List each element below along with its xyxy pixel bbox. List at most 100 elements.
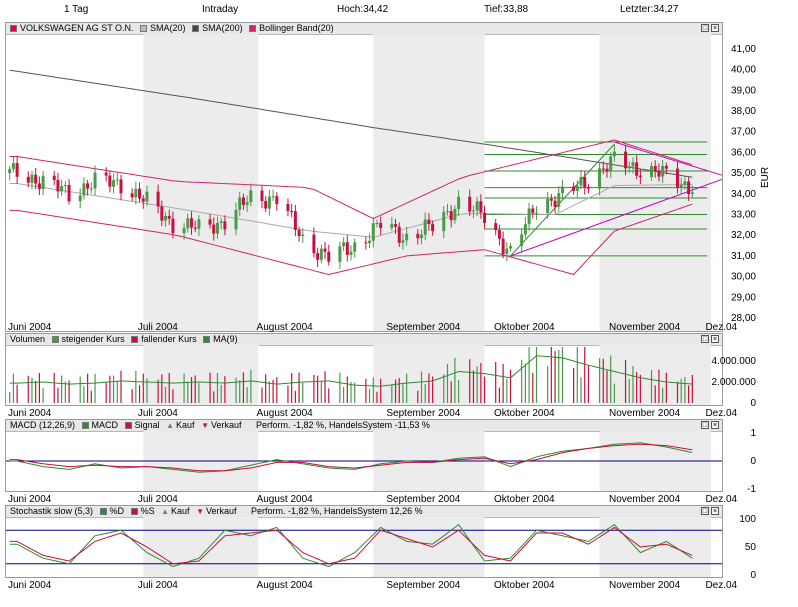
price-y-tick: 33,00 — [731, 210, 756, 221]
mode-label[interactable]: Intraday — [202, 4, 239, 15]
candle-body — [664, 165, 668, 169]
maximize-icon[interactable]: □ — [701, 421, 709, 429]
price-y-tick: 29,00 — [731, 292, 756, 303]
legend-label-volume: Volumen — [10, 334, 46, 344]
legend-swatch — [131, 336, 139, 343]
x-axis-label: September 2004 — [386, 494, 460, 505]
x-axis-label: Juli 2004 — [138, 322, 178, 333]
month-shade — [599, 517, 711, 577]
legend-item-signal[interactable]: Signal — [124, 420, 160, 431]
macd-y-tick: 1 — [750, 428, 756, 439]
maximize-icon[interactable]: □ — [701, 335, 709, 343]
candle-body — [338, 246, 342, 262]
candle-body — [86, 183, 90, 189]
legend-item-falling[interactable]: fallender Kurs — [131, 334, 197, 345]
candle-body — [130, 193, 134, 198]
close-icon[interactable]: × — [711, 335, 719, 343]
candle-body — [609, 156, 613, 172]
x-axis-label: Dez.04 — [705, 580, 737, 591]
x-axis-label: September 2004 — [386, 408, 460, 419]
legend-label-bollinger: Bollinger Band(20) — [259, 23, 334, 33]
candle-body — [93, 172, 97, 189]
candle-body — [141, 198, 145, 202]
candle-body — [598, 168, 602, 189]
candle-body — [67, 184, 71, 202]
high-value: Hoch:34,42 — [337, 4, 389, 15]
volume-y-tick: 4.000.000 — [712, 356, 757, 367]
candle-body — [371, 223, 375, 241]
period-label[interactable]: 1 Tag — [64, 4, 89, 15]
x-axis-label: Juli 2004 — [138, 580, 178, 591]
legend-item-sell[interactable]: ▼ Verkauf — [196, 506, 236, 517]
legend-item-bollinger[interactable]: Bollinger Band(20) — [249, 23, 334, 34]
legend-item-sma20[interactable]: SMA(20) — [140, 23, 186, 34]
candle-body — [605, 168, 609, 172]
candle-body — [353, 242, 357, 252]
candle-body — [549, 198, 553, 201]
candle-body — [483, 212, 487, 224]
stoch-s-line — [9, 526, 693, 565]
candle-body — [11, 163, 15, 169]
maximize-icon[interactable]: □ — [701, 24, 709, 32]
close-icon[interactable]: × — [711, 421, 719, 429]
legend-item-macd[interactable]: MACD — [81, 420, 118, 431]
legend-label-ma9: MA(9) — [213, 334, 238, 344]
x-axis-label: August 2004 — [257, 322, 314, 333]
candle-body — [445, 211, 449, 213]
legend-item-sell[interactable]: ▼ Verkauf — [201, 420, 241, 431]
candle-body — [234, 209, 238, 230]
candle-body — [115, 179, 119, 181]
stochastic-legend: Stochastik slow (5,3) %D %S ▲ Kauf ▼ Verka… — [6, 506, 722, 518]
close-icon[interactable]: × — [711, 507, 719, 515]
month-shade — [143, 345, 259, 405]
legend-item-sma200[interactable]: SMA(200) — [192, 23, 243, 34]
candle-body — [397, 226, 401, 243]
legend-label-buy: Kauf — [171, 506, 190, 516]
stoch-d-line — [9, 523, 693, 568]
candle-body — [30, 174, 34, 183]
candle-body — [557, 193, 561, 207]
legend-item-buy[interactable]: ▲ Kauf — [166, 420, 194, 431]
candle-body — [238, 197, 242, 210]
candle-body — [156, 191, 160, 207]
legend-item-ma9[interactable]: MA(9) — [203, 334, 238, 345]
legend-item-d[interactable]: %D — [99, 506, 124, 517]
volume-legend: Volumen steigender Kurs fallender Kurs M… — [6, 334, 722, 346]
maximize-icon[interactable]: □ — [701, 507, 709, 515]
price-legend: VOLKSWAGEN AG ST O.N. SMA(20) SMA(200) B… — [6, 23, 722, 35]
legend-label-stoch-title: Stochastik slow (5,3) — [10, 506, 94, 516]
candle-body — [138, 188, 142, 199]
header-bar: 1 Tag Intraday Hoch:34,42 Tief:33,88 Let… — [0, 4, 798, 18]
candle-body — [241, 197, 245, 205]
legend-label-stock: VOLKSWAGEN AG ST O.N. — [20, 23, 134, 33]
candle-body — [167, 215, 171, 219]
x-axis-label: Dez.04 — [705, 408, 737, 419]
candle-body — [82, 183, 86, 196]
legend-item-stock[interactable]: VOLKSWAGEN AG ST O.N. — [10, 23, 134, 34]
candle-body — [364, 242, 368, 244]
candle-body — [60, 186, 64, 192]
legend-item-rising[interactable]: steigender Kurs — [51, 334, 125, 345]
candle-body — [215, 222, 219, 234]
x-axis-label: November 2004 — [609, 580, 681, 591]
sell-triangle-icon: ▼ — [201, 421, 209, 430]
candle-body — [687, 181, 691, 194]
month-shade — [599, 34, 711, 331]
legend-item-s[interactable]: %S — [130, 506, 155, 517]
legend-item-buy[interactable]: ▲ Kauf — [161, 506, 189, 517]
candle-body — [208, 219, 212, 225]
candle-body — [423, 219, 427, 235]
legend-label-rising: steigender Kurs — [61, 334, 125, 344]
candle-body — [56, 179, 60, 192]
x-axis-label: Oktober 2004 — [494, 322, 555, 333]
bollinger-lower-line — [9, 203, 693, 276]
candle-body — [104, 172, 108, 176]
candle-body — [182, 228, 186, 234]
x-axis-label: Dez.04 — [705, 494, 737, 505]
candle-body — [535, 212, 539, 214]
candle-body — [449, 211, 453, 221]
candle-body — [572, 186, 576, 191]
candle-body — [390, 224, 394, 228]
close-icon[interactable]: × — [711, 24, 719, 32]
